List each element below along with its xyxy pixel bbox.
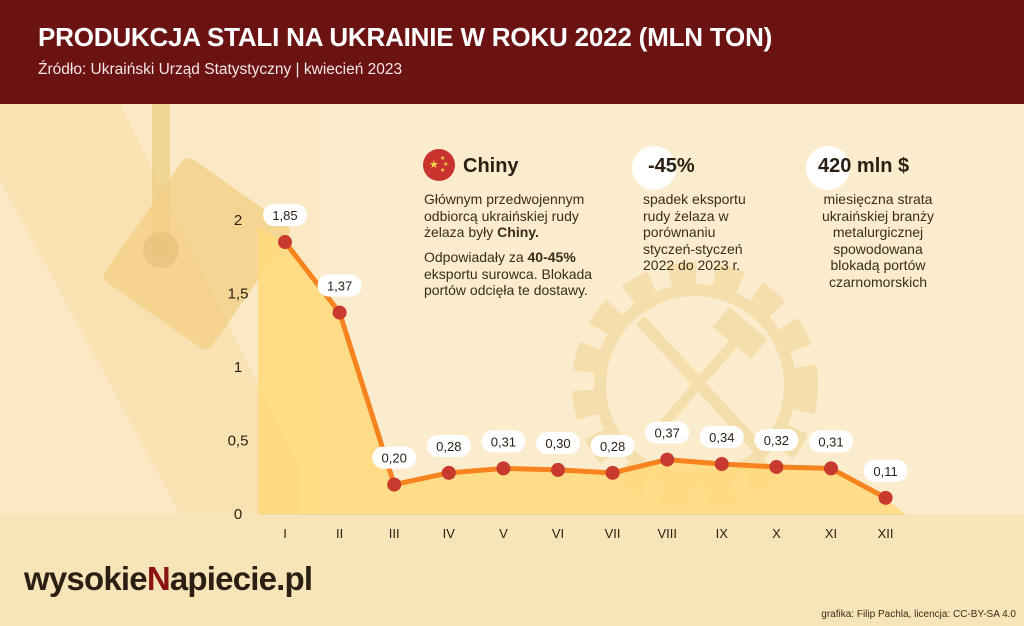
y-tick-label: 1 [234,359,242,376]
export-text: spadek eksportu rudy żelaza w porównaniu… [643,191,763,274]
lower-background-band [0,514,1024,626]
data-point [714,457,729,472]
header-band: PRODUKCJA STALI NA UKRAINIE W ROKU 2022 … [0,0,1024,104]
data-label: 0,32 [764,433,789,448]
y-tick-label: 0 [234,506,242,523]
loss-badge [806,146,850,190]
x-tick-label: X [772,526,781,541]
export-badge [632,146,676,190]
data-label: 0,30 [545,436,570,451]
data-label-bubble [426,434,471,457]
x-axis: I II III IV V VI VII VIII IX X XI XII [283,526,893,541]
data-point [769,459,784,474]
export-text-body: spadek eksportu rudy żelaza w porównaniu… [643,191,746,273]
logo-part-2: N [146,560,171,597]
data-label-bubble [372,446,417,469]
data-point [605,465,620,480]
data-label: 1,37 [327,279,352,294]
x-tick-label: II [336,526,343,541]
x-tick-label: V [499,526,508,541]
data-label-bubble [317,274,362,297]
x-tick-label: III [389,526,400,541]
data-point [387,477,402,492]
data-label: 1,85 [272,208,297,223]
data-point [441,465,456,480]
data-point [496,461,511,476]
china-text-1: Głównym przedwojennym odbiorcą ukraiński… [424,191,604,241]
y-tick-label: 0,5 [228,433,249,450]
series-area [258,227,905,514]
data-label: 0,11 [873,464,897,479]
data-point [660,452,675,467]
site-logo[interactable]: wysokieNapiecie.pl [24,560,313,598]
plot-series: 1,85 1,37 0,20 0,28 0,31 0,30 0,28 0,37 0,34 0,32… [258,204,908,514]
china-title: Chiny [463,155,519,177]
data-label-bubble [699,426,744,449]
x-tick-label: XI [825,526,837,541]
loss-text-body: miesięczna strata ukraińskiej branży met… [821,191,935,290]
china-flag-icon: ★ ★ ★ ★ [423,149,455,181]
x-tick-label: VIII [657,526,677,541]
x-tick-label: IV [443,526,456,541]
china-text-2c: eksportu surowca. Blokada portów odcięła… [424,265,593,299]
data-label: 0,20 [382,451,407,466]
y-tick-label: 2 [234,212,242,229]
data-point [332,305,347,320]
data-label-bubble [263,204,307,227]
data-point [551,462,565,477]
data-label: 0,31 [818,434,843,449]
data-label: 0,28 [600,439,625,454]
x-tick-label: IX [716,526,729,541]
data-point [278,235,292,250]
data-label-bubble [536,431,580,454]
data-point [824,461,838,476]
data-label: 0,31 [491,434,516,449]
logo-part-3: apiecie.pl [169,560,313,597]
data-label: 0,34 [709,430,734,445]
x-tick-label: VII [605,526,621,541]
data-label-bubble [481,430,526,453]
data-label: 0,37 [655,426,680,441]
data-label-bubble [809,430,853,453]
bucket-illustration [103,158,291,350]
logo-part-1: wysokie [24,560,148,597]
y-tick-label: 1,5 [228,286,249,303]
decorative-background [0,104,818,514]
page-subtitle: Źródło: Ukraiński Urząd Statystyczny | k… [38,61,403,78]
credit-line: grafika: Filip Pachla, licencja: CC-BY-S… [821,609,1016,620]
data-label-bubble [590,434,635,457]
china-text-2a: Odpowiadały za [424,249,528,265]
data-label-bubble [645,421,690,444]
x-tick-label: I [283,526,287,541]
data-label: 0,28 [436,439,461,454]
china-text-1b: Chiny. [497,224,539,240]
data-point [878,490,893,505]
export-title: -45% [648,155,695,177]
china-text-1a: Głównym przedwojennym odbiorcą ukraiński… [424,191,585,240]
x-tick-label: XII [878,526,894,541]
china-text-2: Odpowiadały za 40-45% eksportu surowca. … [424,249,596,299]
page-title: PRODUKCJA STALI NA UKRAINIE W ROKU 2022 … [38,22,773,52]
loss-title: 420 mln $ [818,155,910,177]
loss-text: miesięczna strata ukraińskiej branży met… [808,191,948,290]
data-label-bubble [863,459,908,482]
data-label-bubble [754,428,799,451]
china-text-2b: 40-45% [527,249,576,265]
x-tick-label: VI [552,526,564,541]
